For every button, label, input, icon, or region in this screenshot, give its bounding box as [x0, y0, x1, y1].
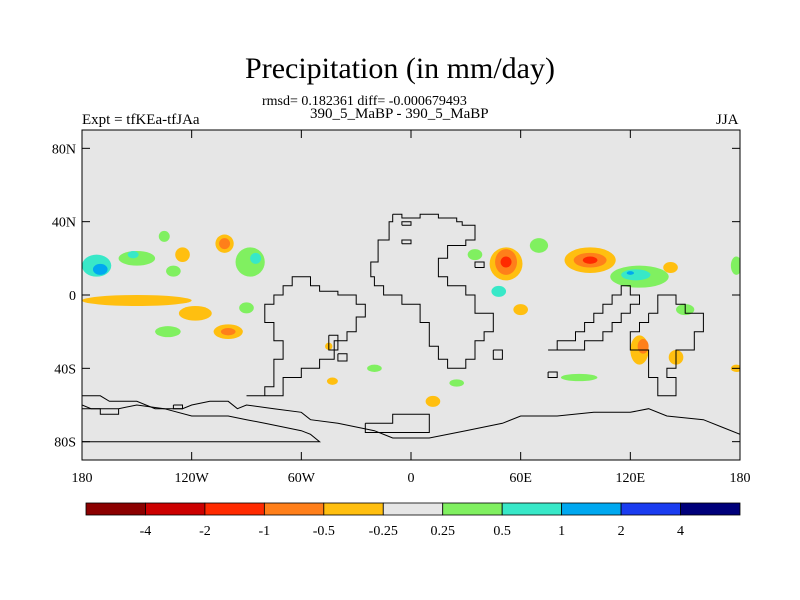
x-tick-label: 120W [175, 471, 210, 486]
y-tick-label: 80S [54, 436, 76, 451]
colorbar-swatch [442, 502, 503, 516]
anomaly-region [513, 304, 528, 316]
axis-ticks: 180 120W 60W 0 60E 120E 180 80N 40N 0 40S 80S [52, 130, 751, 486]
anomaly-region [235, 247, 265, 277]
colorbar-label: 4 [677, 524, 684, 539]
anomaly-region [127, 251, 139, 259]
colorbar-swatch [501, 502, 563, 516]
colorbar-label: -2 [199, 524, 211, 539]
colorbar-swatch [620, 502, 681, 516]
anomaly-region [663, 262, 678, 273]
anomaly-region [220, 328, 236, 336]
x-tick-label: 180 [72, 471, 93, 486]
coastline [401, 221, 412, 226]
anomaly-region [118, 251, 156, 266]
colorbar-label: -0.25 [369, 524, 398, 539]
colorbar-swatch [323, 502, 384, 516]
anomaly-region [92, 263, 108, 275]
y-tick-label: 40N [52, 216, 76, 231]
coastline [492, 349, 503, 360]
coastline [474, 261, 485, 268]
coastline [364, 413, 430, 433]
anomaly-region [367, 364, 382, 373]
anomaly-region [425, 395, 441, 407]
anomaly-region [82, 295, 192, 306]
colorbar-swatch [561, 502, 622, 516]
colorbar-label: 0.25 [430, 524, 455, 539]
anomaly-region [326, 377, 338, 385]
colorbar-swatch [382, 502, 444, 516]
coastline [82, 404, 322, 443]
anomaly-region [467, 249, 483, 261]
anomaly-region [178, 306, 212, 321]
coastline [337, 353, 348, 362]
season-label: JJA [716, 112, 739, 128]
coastline [172, 404, 183, 410]
coastline-layer [82, 213, 740, 443]
x-tick-label: 120E [616, 471, 646, 486]
coastline [547, 371, 558, 378]
x-tick-label: 0 [408, 471, 415, 486]
y-tick-label: 40S [54, 362, 76, 377]
anomaly-region [491, 285, 507, 297]
coastline [401, 239, 412, 245]
anomaly-layer [82, 230, 740, 407]
coastline [370, 213, 494, 369]
x-tick-label: 60W [288, 471, 316, 486]
anomaly-region [529, 238, 549, 253]
coastline [82, 408, 120, 415]
anomaly-region [560, 373, 598, 382]
colorbar-swatch [145, 502, 206, 516]
anomaly-region [500, 256, 512, 268]
coastline [328, 334, 339, 351]
anomaly-region [730, 256, 740, 275]
rmsd-diff-stats: rmsd= 0.182361 diff= -0.000679493 [262, 94, 467, 109]
colorbar-label: -0.5 [313, 524, 335, 539]
anomaly-region [219, 238, 231, 250]
y-tick-label: 0 [69, 289, 76, 304]
x-tick-label: 60E [509, 471, 532, 486]
x-tick-label: 180 [730, 471, 751, 486]
anomaly-region [621, 269, 651, 281]
anomaly-region [626, 271, 634, 275]
colorbar-swatch [204, 502, 265, 516]
colorbar-swatch [85, 502, 146, 516]
anomaly-region [637, 339, 649, 354]
coastline [246, 276, 366, 397]
colorbar-swatch [263, 502, 325, 516]
coastline [629, 294, 704, 397]
anomaly-region [155, 326, 181, 338]
chart-title: Precipitation (in mm/day) [245, 52, 555, 85]
colorbar-label: 0.5 [493, 524, 511, 539]
y-tick-label: 80N [52, 142, 76, 157]
anomaly-region [175, 247, 190, 262]
anomaly-region [166, 265, 181, 277]
experiment-label: Expt = tfKEa-tfJAa [82, 112, 200, 128]
anomaly-region [239, 302, 254, 314]
colorbar-label: -4 [140, 524, 152, 539]
colorbar: -4 -2 -1 -0.5 -0.25 0.25 0.5 1 2 4 [85, 502, 741, 539]
colorbar-label: 2 [618, 524, 625, 539]
colorbar-label: -1 [259, 524, 271, 539]
coastline [548, 285, 640, 351]
anomaly-region [449, 379, 465, 387]
colorbar-label: 1 [558, 524, 565, 539]
anomaly-region [250, 252, 262, 264]
colorbar-swatch [680, 502, 741, 516]
anomaly-region [582, 256, 598, 264]
case-label: 390_5_MaBP - 390_5_MaBP [310, 106, 489, 122]
anomaly-region [158, 230, 170, 242]
